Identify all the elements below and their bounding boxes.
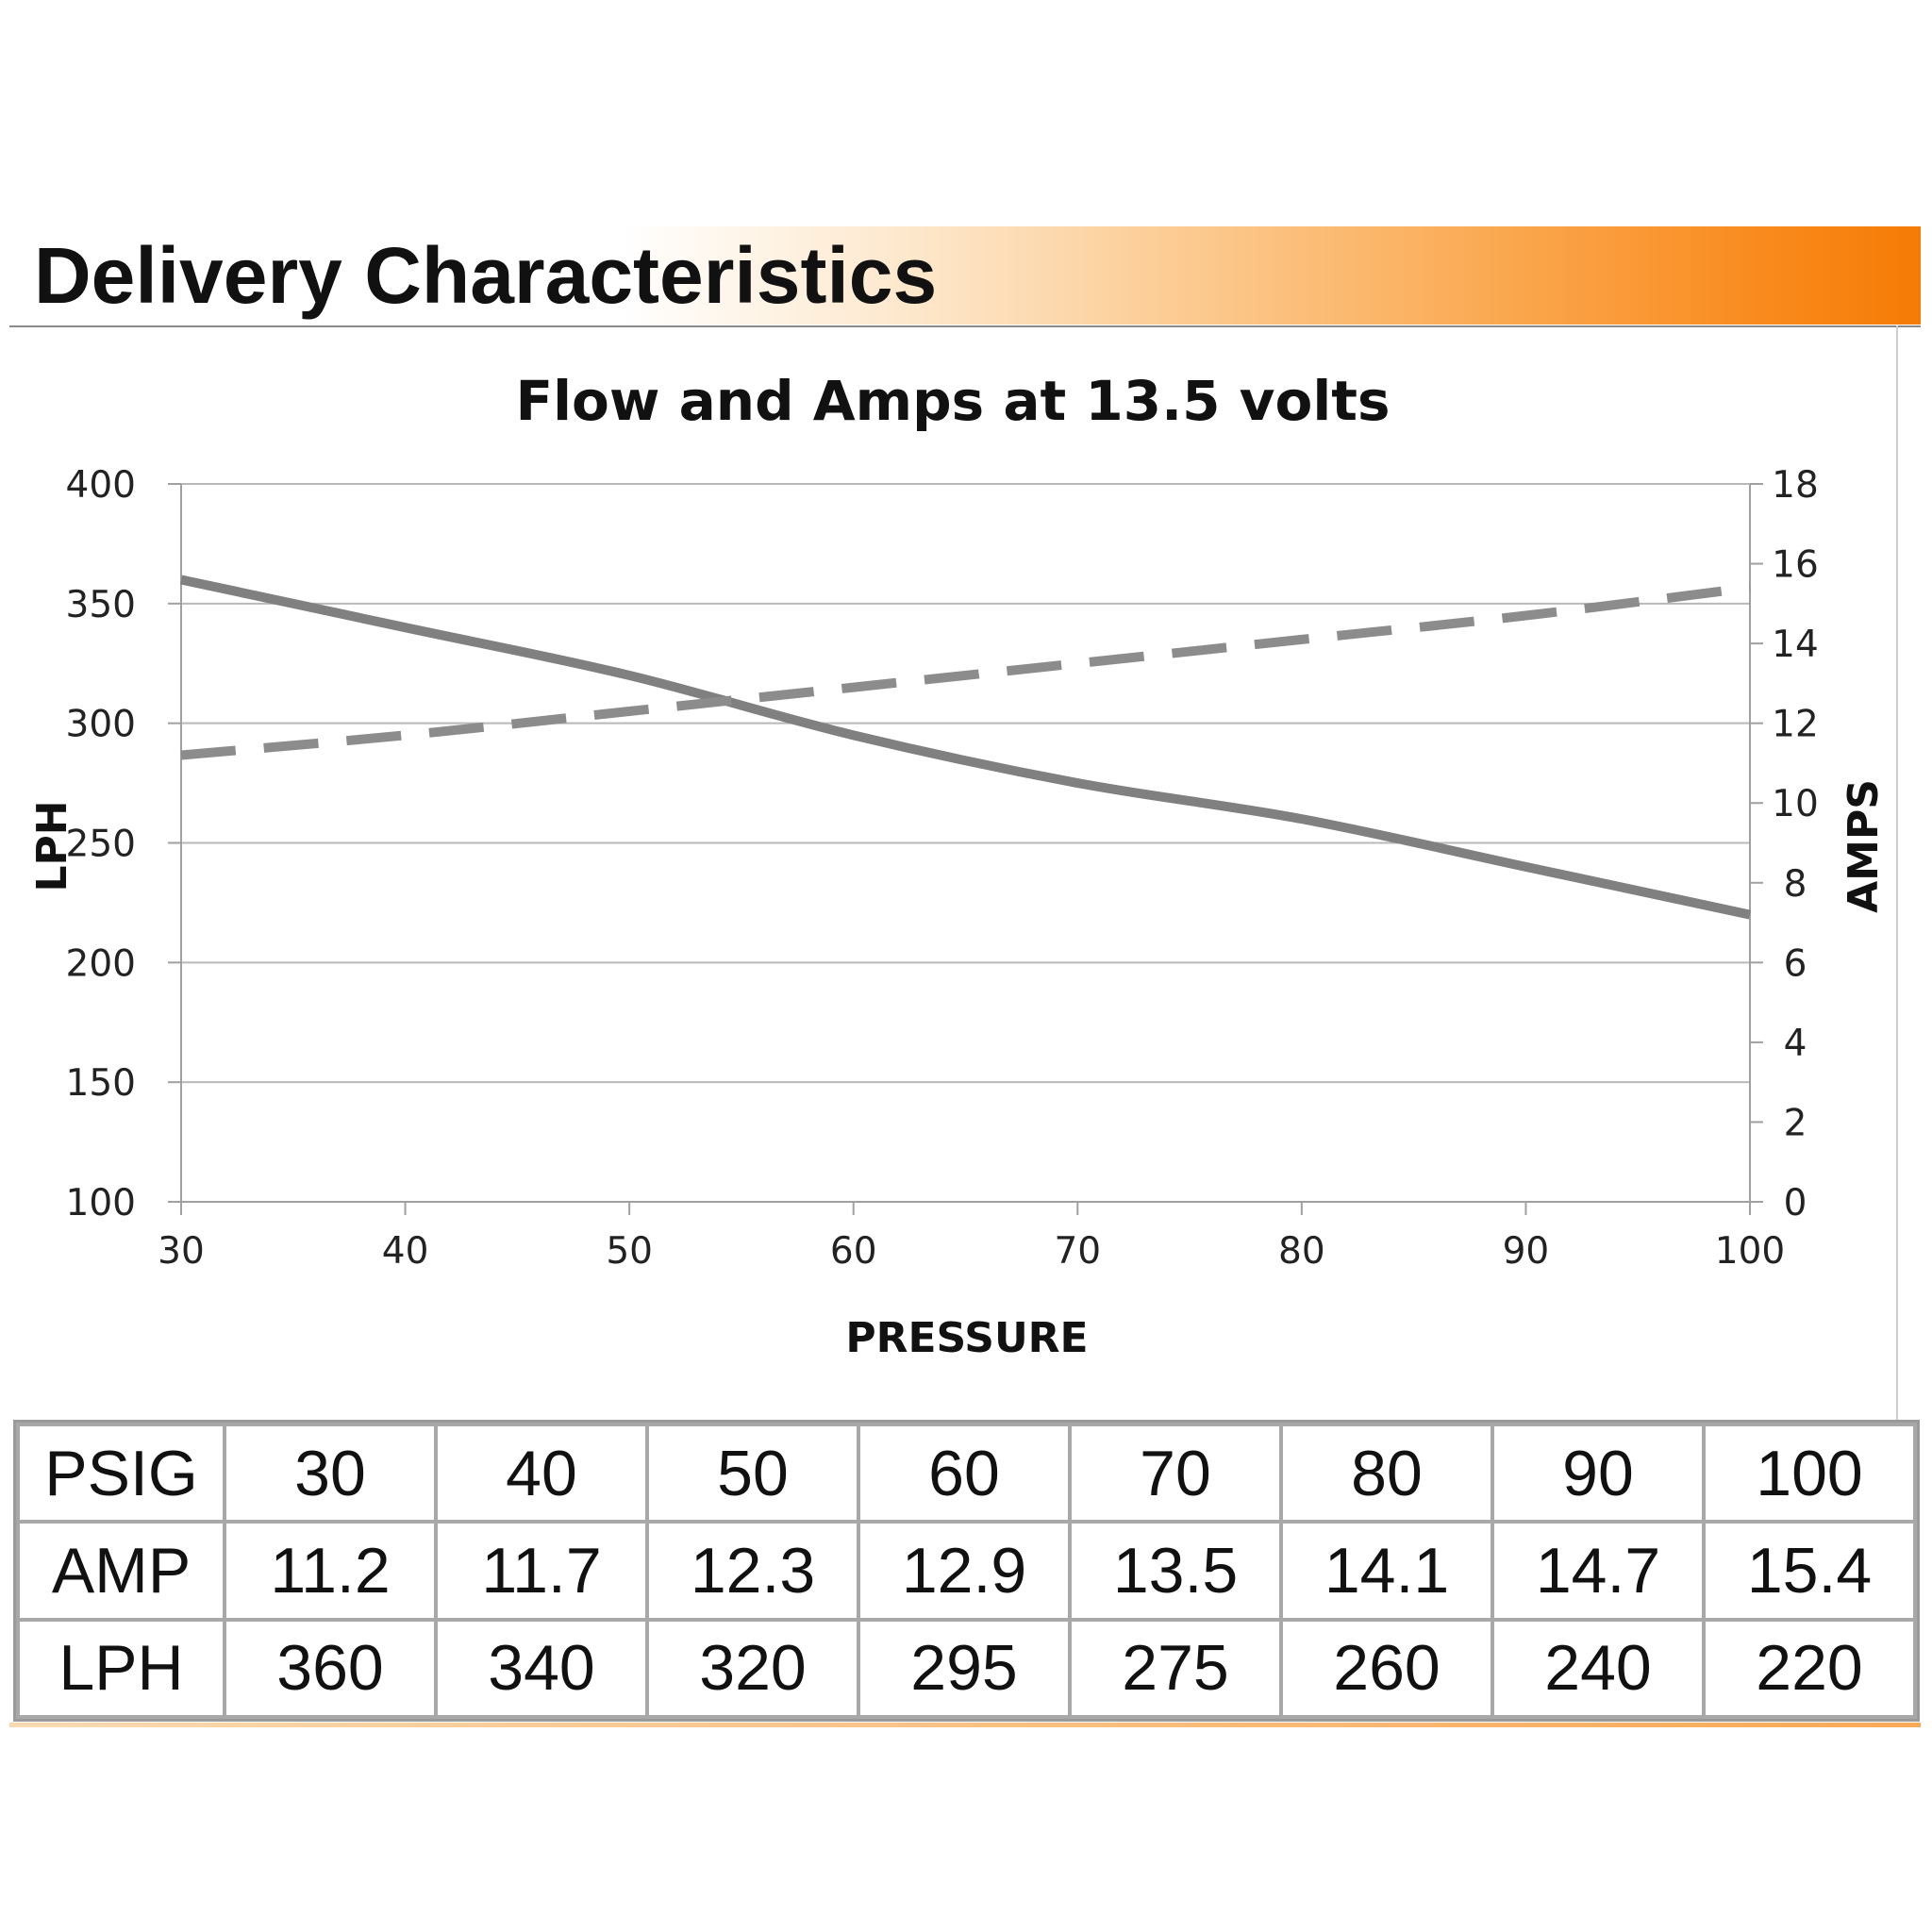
table-cell: 220: [1702, 1617, 1917, 1720]
chart-gridlines: [181, 483, 1750, 1203]
x-axis-title: PRESSURE: [845, 1314, 1088, 1362]
table-cell: 90: [1491, 1422, 1706, 1524]
table-cell: 295: [857, 1617, 1072, 1720]
left-axis-title: LPH: [28, 800, 76, 891]
header-band: [9, 226, 1921, 325]
x-tick-label: 70: [1054, 1230, 1101, 1273]
table-cell: 80: [1279, 1422, 1494, 1524]
page-title: Delivery Characteristics: [34, 231, 938, 320]
right-tick-label: 8: [1784, 863, 1807, 906]
right-tick-label: 0: [1784, 1182, 1807, 1224]
table-cell: 100: [1702, 1422, 1917, 1524]
x-tick-label: 30: [158, 1230, 205, 1273]
header-divider: [9, 325, 1921, 327]
chart-axes: [168, 483, 1763, 1215]
chart-title: Flow and Amps at 13.5 volts: [516, 369, 1391, 433]
table-cell: 30: [223, 1422, 438, 1524]
table-row: LPH 360 340 320 295 275 260 240 220: [16, 1617, 1917, 1720]
x-tick-label: 80: [1278, 1230, 1325, 1273]
x-tick-label: 90: [1503, 1230, 1550, 1273]
left-tick-label: 300: [66, 704, 136, 746]
delivery-table: PSIG 30 40 50 60 70 80 90 100 AMP 11.2 11.7 12.3 12.9…: [16, 1422, 1917, 1720]
table-row: AMP 11.2 11.7 12.3 12.9 13.5 14.1 14.7 15.4: [16, 1520, 1917, 1622]
right-tick-label: 10: [1772, 783, 1819, 825]
table-cell: 15.4: [1702, 1520, 1917, 1622]
x-tick-label: 100: [1715, 1230, 1785, 1273]
chart-frame-edge: [1896, 325, 1898, 1420]
flow-amps-chart: 100 150 200 250 300 350 400 0 2 4 6 8 10 12 14 16 18 30 40…: [28, 369, 1888, 1362]
table-cell: 12.3: [645, 1520, 860, 1622]
table-cell: 340: [434, 1617, 649, 1720]
right-tick-label: 14: [1772, 624, 1819, 666]
table-row: PSIG 30 40 50 60 70 80 90 100: [16, 1422, 1917, 1524]
right-tick-label: 4: [1784, 1023, 1807, 1065]
right-axis-title: AMPS: [1840, 779, 1888, 913]
table-cell: 360: [223, 1617, 438, 1720]
x-tick-label: 40: [382, 1230, 429, 1273]
chart-series: [179, 575, 1752, 920]
right-tick-label: 16: [1772, 544, 1819, 587]
left-tick-label: 400: [66, 464, 136, 507]
table-row-label: LPH: [16, 1617, 226, 1720]
x-tick-label: 50: [606, 1230, 653, 1273]
right-tick-label: 18: [1772, 464, 1819, 507]
table-cell: 40: [434, 1422, 649, 1524]
left-tick-label: 150: [66, 1062, 136, 1105]
table-cell: 14.7: [1491, 1520, 1706, 1622]
left-tick-label: 350: [66, 584, 136, 626]
bottom-accent-line: [9, 1723, 1921, 1727]
table-cell: 260: [1279, 1617, 1494, 1720]
x-tick-label: 60: [830, 1230, 877, 1273]
left-tick-label: 250: [66, 824, 136, 866]
left-tick-label: 100: [66, 1182, 136, 1224]
table-cell: 320: [645, 1617, 860, 1720]
table-row-label: AMP: [16, 1520, 226, 1622]
table-cell: 12.9: [857, 1520, 1072, 1622]
table-cell: 60: [857, 1422, 1072, 1524]
amps-series-line: [180, 582, 1751, 760]
table-cell: 275: [1068, 1617, 1283, 1720]
data-table: PSIG 30 40 50 60 70 80 90 100 AMP 11.2 11.7 12.3 12.9…: [13, 1420, 1920, 1722]
left-tick-label: 200: [66, 942, 136, 985]
right-tick-label: 6: [1784, 942, 1807, 985]
right-tick-label: 12: [1772, 704, 1819, 746]
table-cell: 70: [1068, 1422, 1283, 1524]
table-cell: 14.1: [1279, 1520, 1494, 1622]
table-cell: 11.2: [223, 1520, 438, 1622]
table-row-label: PSIG: [16, 1422, 226, 1524]
table-cell: 13.5: [1068, 1520, 1283, 1622]
chart-labels: 100 150 200 250 300 350 400 0 2 4 6 8 10 12 14 16 18 30 40…: [66, 464, 1819, 1273]
right-tick-label: 2: [1784, 1102, 1807, 1144]
lph-series-line: [179, 575, 1752, 920]
table-cell: 50: [645, 1422, 860, 1524]
table-cell: 11.7: [434, 1520, 649, 1622]
table-cell: 240: [1491, 1617, 1706, 1720]
